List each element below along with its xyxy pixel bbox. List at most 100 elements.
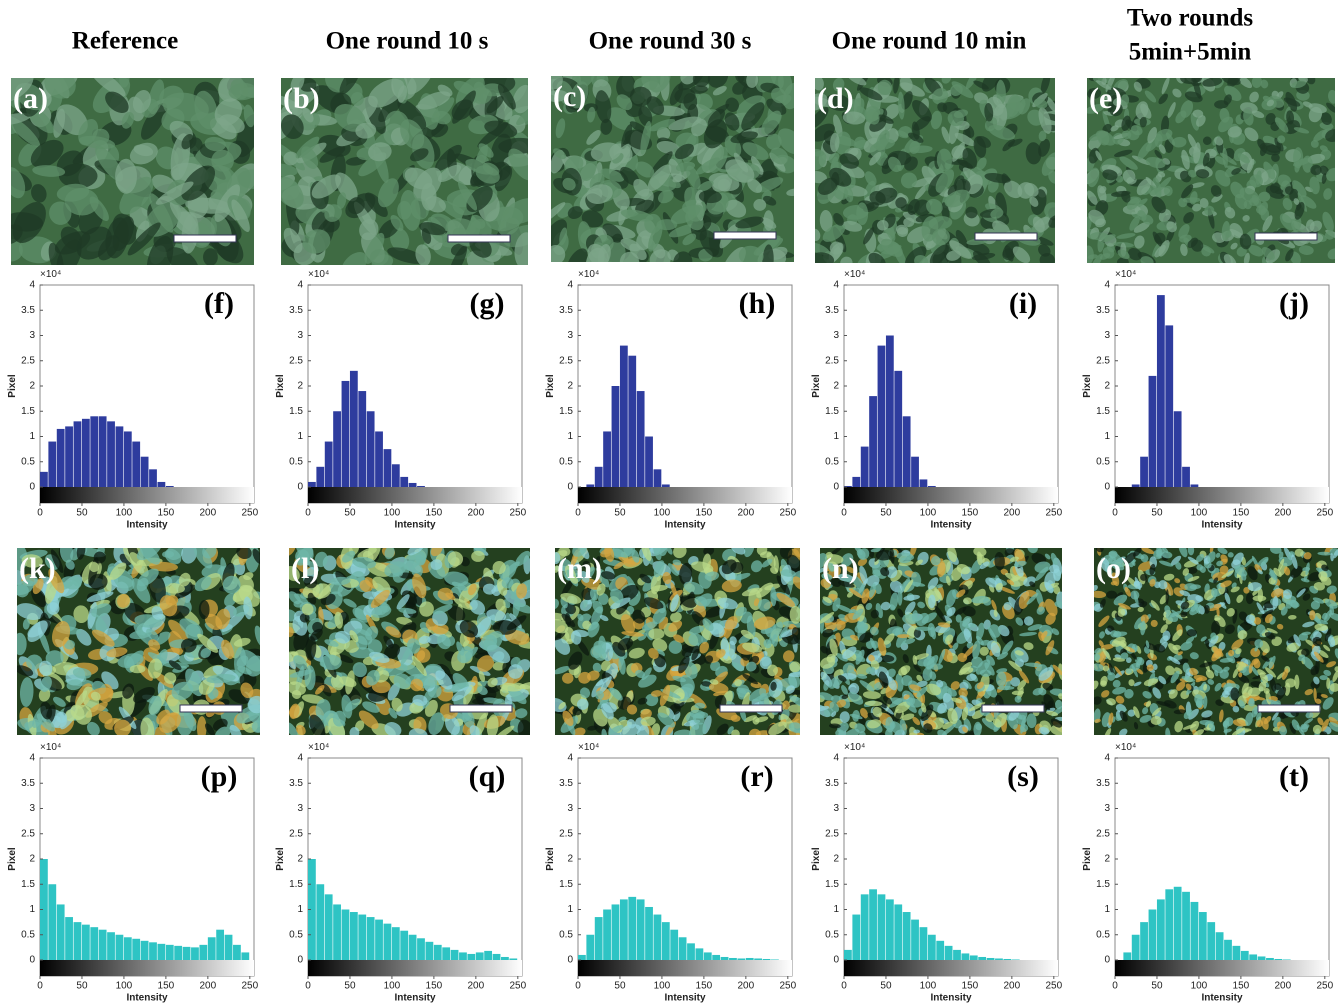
y-tick-label: 3.5 xyxy=(289,305,303,316)
y-tick-label: 2.5 xyxy=(289,355,303,366)
y-tick-label: 0 xyxy=(833,955,839,966)
bar xyxy=(1191,484,1199,487)
grain xyxy=(115,159,137,194)
intensity-bar xyxy=(40,960,254,976)
x-tick-label: 50 xyxy=(614,508,626,519)
x-axis-label: Intensity xyxy=(126,520,168,531)
grain xyxy=(13,633,27,655)
bar xyxy=(82,419,90,487)
bar xyxy=(333,904,341,960)
x-tick-label: 0 xyxy=(1112,981,1118,992)
bar xyxy=(141,457,149,487)
bar xyxy=(945,946,953,960)
bar xyxy=(1224,940,1232,960)
bar xyxy=(451,950,459,960)
bar xyxy=(612,904,620,960)
panel-label: (n) xyxy=(822,552,859,585)
bar xyxy=(1241,951,1249,960)
x-tick-label: 0 xyxy=(575,981,581,992)
y-tick-label: 1 xyxy=(567,431,573,442)
y-tick-label: 1 xyxy=(297,904,303,915)
bar xyxy=(970,955,978,960)
bar xyxy=(57,429,65,487)
bar xyxy=(1140,922,1148,960)
micrograph: (a) xyxy=(0,62,269,285)
y-tick-label: 3 xyxy=(833,803,839,814)
y-tick-label: 2 xyxy=(29,854,35,865)
bar xyxy=(987,958,995,960)
bar xyxy=(637,391,645,487)
y-axis-label: Pixel xyxy=(7,847,18,871)
y-axis-label: Pixel xyxy=(7,374,18,398)
x-tick-label: 250 xyxy=(1316,508,1333,519)
bar xyxy=(367,917,375,960)
bar xyxy=(894,371,902,487)
intensity-bar xyxy=(1115,487,1329,503)
bar xyxy=(132,939,140,960)
y-tick-label: 4 xyxy=(567,753,573,764)
bar xyxy=(953,950,961,960)
micrograph: (o) xyxy=(1088,541,1341,742)
panel-label: (s) xyxy=(1007,760,1039,793)
x-axis-label: Intensity xyxy=(126,993,168,1004)
bar xyxy=(679,937,687,960)
x-tick-label: 100 xyxy=(920,508,937,519)
intensity-bar xyxy=(308,960,522,976)
bar xyxy=(1157,295,1165,487)
intensity-bar xyxy=(844,487,1058,503)
y-tick-label: 0.5 xyxy=(21,929,35,940)
y-axis-label: Pixel xyxy=(275,374,286,398)
y-tick-label: 1.5 xyxy=(559,879,573,890)
x-tick-label: 50 xyxy=(880,981,892,992)
bar xyxy=(350,371,358,487)
y-multiplier: ×10⁴ xyxy=(40,742,61,753)
bar xyxy=(358,915,366,960)
y-tick-label: 2 xyxy=(567,854,573,865)
bar xyxy=(157,944,165,960)
bar xyxy=(40,472,48,487)
x-tick-label: 0 xyxy=(305,981,311,992)
y-tick-label: 3.5 xyxy=(825,305,839,316)
x-tick-label: 50 xyxy=(880,508,892,519)
y-tick-label: 0 xyxy=(567,482,573,493)
bar xyxy=(869,889,877,960)
x-tick-label: 50 xyxy=(614,981,626,992)
bar xyxy=(358,391,366,487)
intensity-bar xyxy=(844,960,1058,976)
y-multiplier: ×10⁴ xyxy=(308,269,329,280)
micrograph: (d) xyxy=(803,66,1065,273)
bar xyxy=(375,920,383,960)
bar xyxy=(1266,958,1274,960)
bar xyxy=(1274,959,1282,960)
x-tick-label: 200 xyxy=(737,981,754,992)
y-tick-label: 1 xyxy=(833,904,839,915)
y-multiplier: ×10⁴ xyxy=(1115,742,1136,753)
bar xyxy=(928,935,936,960)
y-tick-label: 0 xyxy=(567,955,573,966)
intensity-bar xyxy=(1115,960,1329,976)
x-tick-label: 50 xyxy=(1151,508,1163,519)
micrograph: (b) xyxy=(264,59,546,282)
bar xyxy=(961,953,969,960)
bar xyxy=(1249,954,1257,960)
x-tick-label: 0 xyxy=(37,508,43,519)
bar xyxy=(903,416,911,487)
y-tick-label: 1.5 xyxy=(21,879,35,890)
y-tick-label: 3 xyxy=(1104,803,1110,814)
x-axis-label: Intensity xyxy=(1201,520,1243,531)
bar xyxy=(107,421,115,487)
micrograph: (k) xyxy=(7,536,269,747)
bar xyxy=(1123,952,1131,960)
bar xyxy=(603,431,611,487)
panel-label: (p) xyxy=(201,760,238,793)
x-tick-label: 200 xyxy=(467,508,484,519)
bar xyxy=(141,941,149,960)
bar xyxy=(670,930,678,960)
bar xyxy=(1003,959,1011,960)
column-header: Reference xyxy=(72,28,178,55)
bar xyxy=(216,930,224,960)
y-tick-label: 1.5 xyxy=(289,406,303,417)
y-tick-label: 1.5 xyxy=(1096,406,1110,417)
x-tick-label: 50 xyxy=(1151,981,1163,992)
scale-bar xyxy=(448,235,510,242)
